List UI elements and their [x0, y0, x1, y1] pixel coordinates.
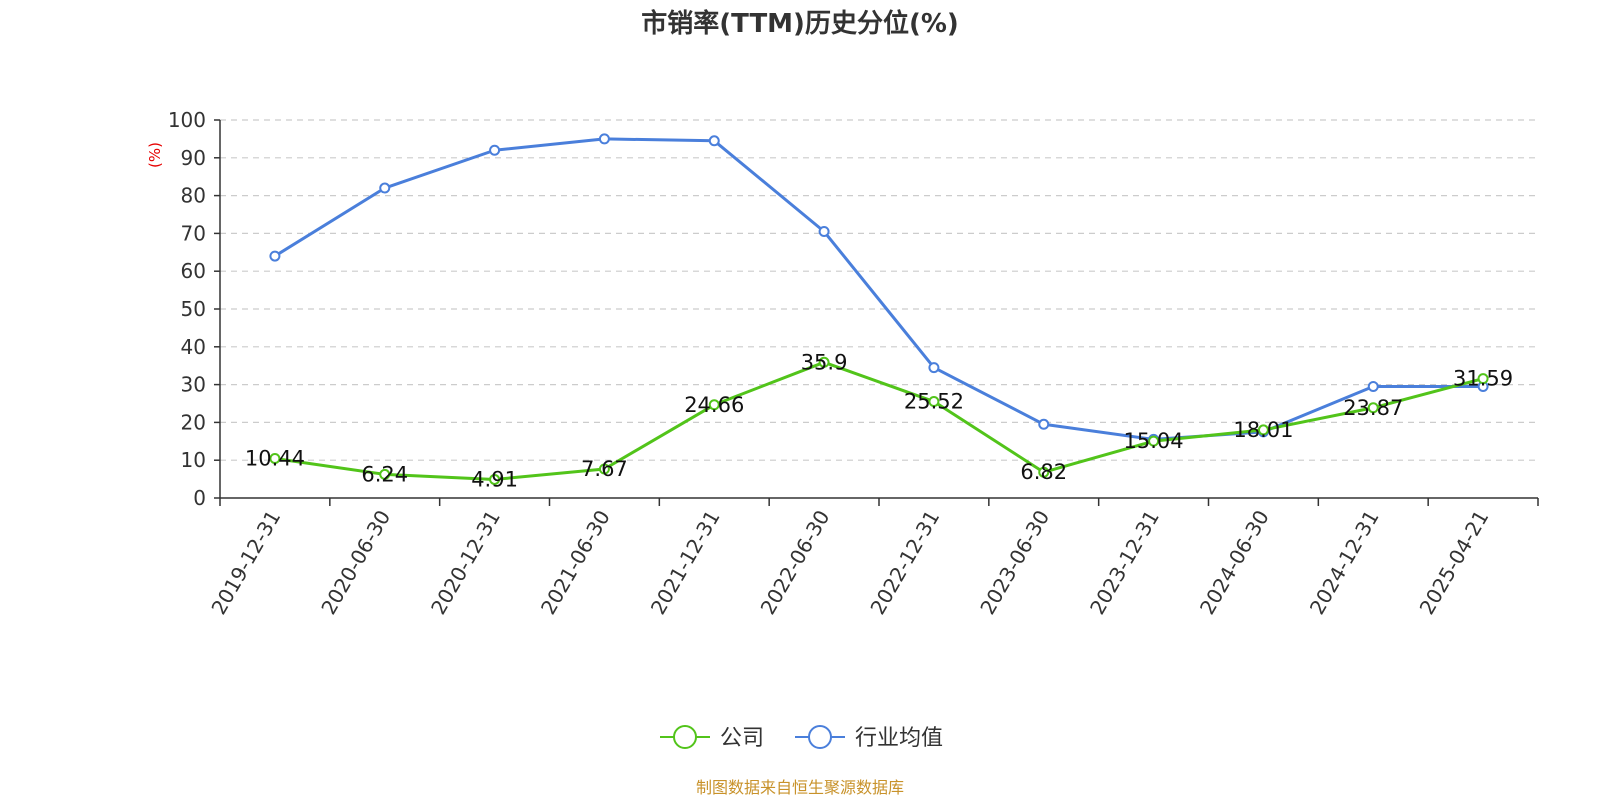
y-tick-label: 100 — [168, 108, 206, 132]
data-point[interactable] — [269, 453, 281, 465]
x-tick-label: 2022-06-30 — [756, 506, 835, 619]
x-tick-label: 2025-04-21 — [1415, 506, 1494, 619]
data-label: 15.04 — [1124, 429, 1184, 453]
x-tick-label: 2023-06-30 — [975, 506, 1054, 619]
data-point[interactable] — [379, 182, 391, 194]
y-tick-label: 40 — [181, 335, 206, 359]
y-axis: 0 10 20 30 40 50 60 70 80 90 100 — [168, 108, 221, 510]
y-tick-label: 10 — [181, 448, 206, 472]
y-tick-label: 70 — [181, 221, 206, 245]
data-label: 6.24 — [361, 462, 408, 486]
chart-title: 市销率(TTM)历史分位(%) — [641, 8, 959, 39]
x-tick-label: 2024-06-30 — [1195, 506, 1274, 619]
x-tick-label: 2024-12-31 — [1305, 506, 1384, 619]
y-axis-label: (%) — [146, 142, 164, 168]
data-point[interactable] — [928, 396, 940, 408]
data-point[interactable] — [489, 473, 501, 485]
data-label: 31.59 — [1453, 367, 1513, 391]
data-point[interactable] — [1257, 424, 1269, 436]
data-label: 10.44 — [245, 447, 305, 471]
x-tick-label: 2023-12-31 — [1085, 506, 1164, 619]
data-label: 24.66 — [684, 393, 744, 417]
legend-marker — [673, 725, 697, 749]
x-tick-label: 2020-06-30 — [316, 506, 395, 619]
x-tick-label: 2022-12-31 — [865, 506, 944, 619]
legend-label: 公司 — [720, 726, 764, 751]
data-point[interactable] — [489, 144, 501, 156]
data-point[interactable] — [1038, 418, 1050, 430]
data-point[interactable] — [598, 463, 610, 475]
data-point[interactable] — [1367, 380, 1379, 392]
y-tick-label: 0 — [193, 486, 206, 510]
y-tick-label: 50 — [181, 297, 206, 321]
data-label: 25.52 — [904, 390, 964, 414]
data-point[interactable] — [708, 135, 720, 147]
data-point[interactable] — [1038, 466, 1050, 478]
data-labels: 10.44 6.24 4.91 7.67 24.66 35.9 25.52 6.82 15.04… — [245, 350, 1513, 491]
legend-marker — [808, 725, 832, 749]
y-tick-label: 90 — [181, 146, 206, 170]
data-point[interactable] — [379, 468, 391, 480]
data-label: 7.67 — [581, 457, 628, 481]
data-point[interactable] — [598, 133, 610, 145]
legend-item-0[interactable]: 公司 — [660, 725, 764, 751]
data-point[interactable] — [1367, 402, 1379, 414]
source-note: 制图数据来自恒生聚源数据库 — [696, 778, 904, 797]
data-point[interactable] — [1148, 435, 1160, 447]
y-tick-label: 80 — [181, 184, 206, 208]
x-tick-label: 2019-12-31 — [206, 506, 285, 619]
data-label: 23.87 — [1343, 396, 1403, 420]
series-line-0 — [274, 360, 1484, 481]
data-point[interactable] — [818, 356, 830, 368]
data-label: 4.91 — [471, 467, 518, 491]
data-label: 35.9 — [801, 350, 848, 374]
x-tick-label: 2020-12-31 — [426, 506, 505, 619]
y-tick-label: 30 — [181, 373, 206, 397]
x-axis: 2019-12-31 2020-06-30 2020-12-31 2021-06-30… — [206, 497, 1539, 619]
data-label: 6.82 — [1020, 460, 1067, 484]
data-point[interactable] — [708, 399, 720, 411]
data-label: 18.01 — [1233, 418, 1293, 442]
legend-label: 行业均值 — [855, 726, 943, 751]
data-point[interactable] — [1477, 373, 1489, 385]
series-group — [269, 133, 1489, 485]
series-line-1 — [274, 137, 1484, 441]
data-point[interactable] — [818, 226, 830, 238]
data-point[interactable] — [269, 250, 281, 262]
grid-lines — [220, 119, 1538, 461]
x-tick-label: 2021-12-31 — [646, 506, 725, 619]
legend-item-1[interactable]: 行业均值 — [795, 725, 943, 751]
y-tick-label: 20 — [181, 410, 206, 434]
y-tick-label: 60 — [181, 259, 206, 283]
data-point[interactable] — [928, 362, 940, 374]
x-tick-label: 2021-06-30 — [536, 506, 615, 619]
legend[interactable]: 公司 行业均值 — [660, 725, 943, 751]
